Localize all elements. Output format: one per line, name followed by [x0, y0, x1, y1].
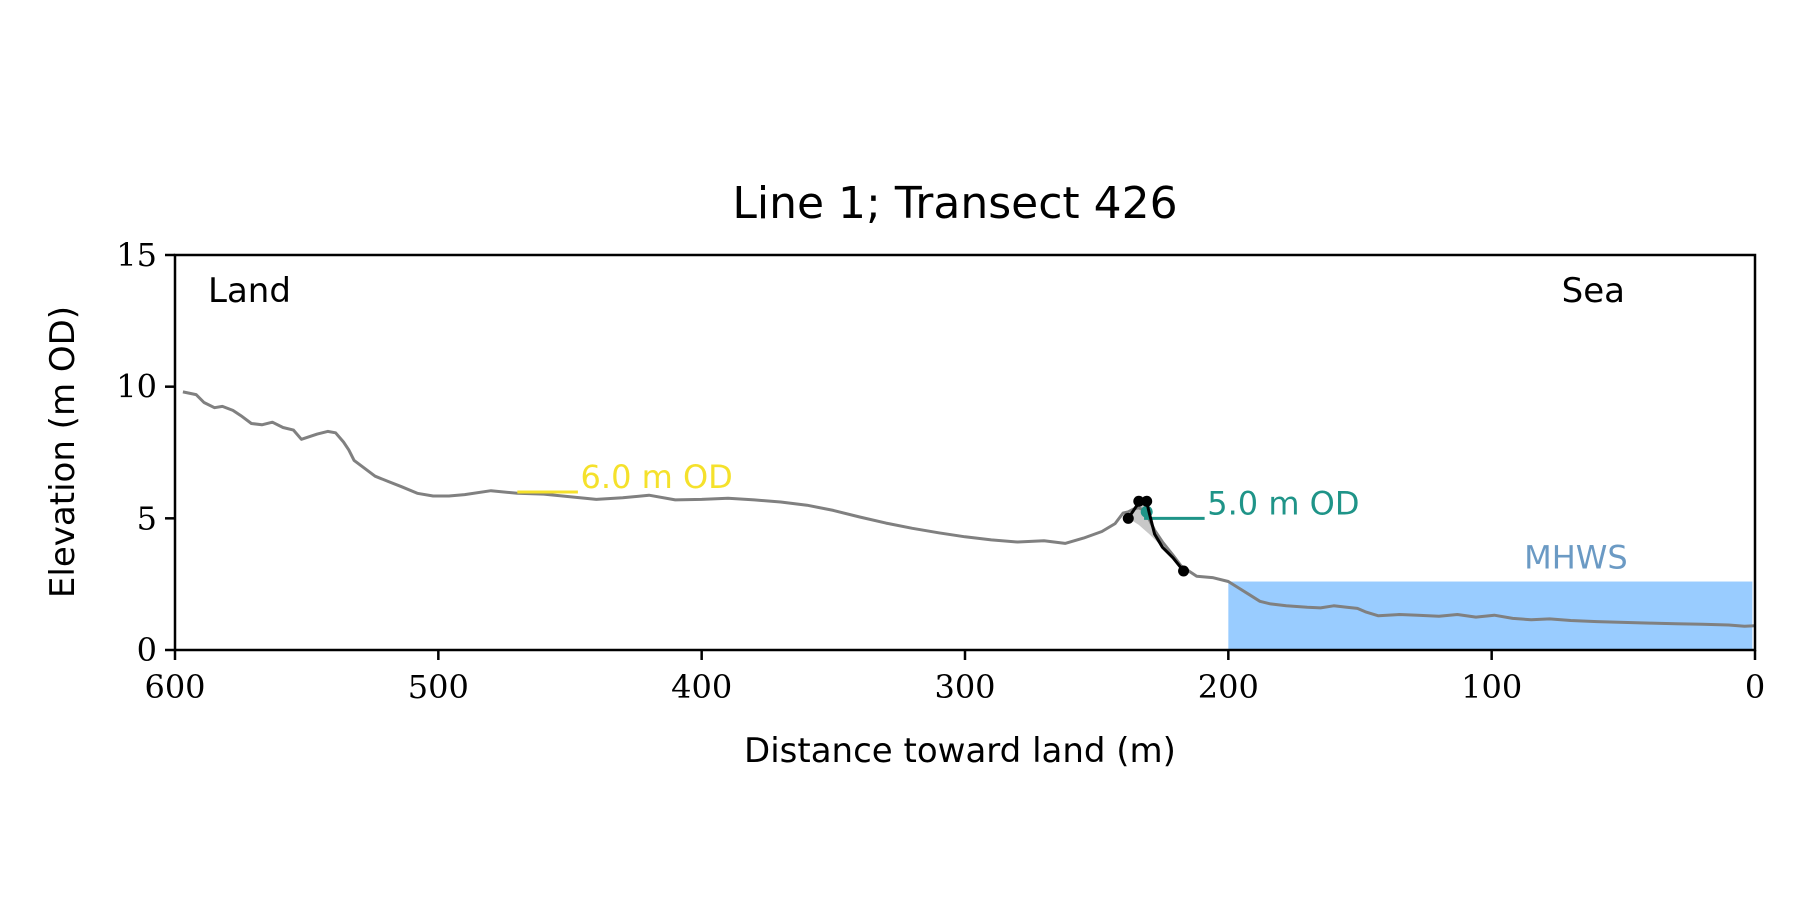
axis-ticks: 600 500 400 300 200 100 0 0 5 10 15: [116, 236, 1765, 706]
x-tick-label-0: 600: [144, 668, 205, 706]
x-tick-label-3: 300: [934, 668, 995, 706]
x-axis-label: Distance toward land (m): [744, 731, 1176, 771]
od-label-0: 6.0 m OD: [581, 458, 733, 496]
y-tick-label-1: 5: [137, 499, 157, 537]
chart-title: Line 1; Transect 426: [732, 178, 1177, 229]
y-tick-label-0: 0: [137, 631, 157, 669]
x-tick-label-6: 0: [1745, 668, 1765, 706]
cliff-marker-1: [1133, 495, 1145, 507]
sea-label: Sea: [1562, 271, 1625, 311]
profile-line-0: [182, 390, 1756, 628]
y-tick-label-2: 10: [116, 368, 157, 406]
cliff-marker-2: [1141, 495, 1153, 507]
y-axis-label: Elevation (m OD): [43, 306, 83, 598]
mhws-label: MHWS: [1524, 538, 1628, 576]
land-label: Land: [208, 271, 291, 311]
cliff-fill: [1128, 500, 1184, 571]
plot-area: 6.0 m OD 5.0 m OD MHWS: [182, 390, 1756, 650]
y-tick-label-3: 15: [116, 236, 157, 274]
x-tick-label-4: 200: [1198, 668, 1259, 706]
x-tick-label-5: 100: [1461, 668, 1522, 706]
x-tick-label-2: 400: [671, 668, 732, 706]
x-tick-label-1: 500: [408, 668, 469, 706]
cliff-marker-3: [1178, 565, 1190, 577]
od-label-1: 5.0 m OD: [1207, 484, 1359, 522]
cliff-marker-0: [1122, 512, 1134, 524]
